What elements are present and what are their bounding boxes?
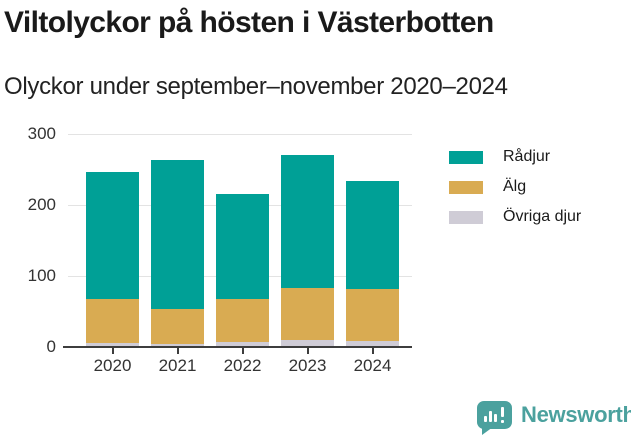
- legend-swatch-ovriga-djur: [449, 210, 483, 224]
- legend-item-alg: Älg: [449, 177, 581, 197]
- chart-title: Viltolyckor på hösten i Västerbotten: [4, 6, 494, 39]
- newsworthy-logo[interactable]: Newsworthy: [477, 401, 631, 435]
- bar-2023-segment-r-djur: [281, 155, 334, 289]
- brand-name: Newsworthy: [521, 402, 631, 427]
- legend-swatch-alg: [449, 180, 483, 194]
- bar-2021-segment--lg: [151, 308, 204, 345]
- y-tick-label-200: 200: [27, 195, 56, 214]
- x-tick-2020: [111, 348, 114, 354]
- x-tick-2022: [241, 348, 244, 354]
- x-tick-2023: [306, 348, 309, 354]
- legend-item-radjur: Rådjur: [449, 147, 581, 167]
- x-tick-2021: [176, 348, 179, 354]
- bar-2024: [346, 134, 399, 347]
- bar-2020: [86, 134, 139, 347]
- bar-2023: [281, 134, 334, 347]
- bar-2021-segment--vriga-djur: [151, 344, 204, 347]
- bar-chart-speech-bubble-icon: [477, 401, 512, 435]
- legend-item-ovriga-djur: Övriga djur: [449, 207, 581, 227]
- x-tick-label-2023: 2023: [288, 356, 327, 375]
- plot-area: [63, 134, 412, 347]
- x-tick-label-2022: 2022: [223, 356, 262, 375]
- bar-2023-segment--vriga-djur: [281, 339, 334, 347]
- bar-2022: [216, 134, 269, 347]
- legend-swatch-radjur: [449, 150, 483, 164]
- bar-2023-segment--lg: [281, 288, 334, 340]
- bar-2020-segment-r-djur: [86, 172, 139, 300]
- x-axis-line: [63, 346, 412, 348]
- bar-2020-segment--vriga-djur: [86, 343, 139, 347]
- x-tick-2024: [371, 348, 374, 354]
- bar-2022-segment--vriga-djur: [216, 342, 269, 347]
- y-tick-label-0: 0: [46, 337, 56, 356]
- x-tick-label-2024: 2024: [353, 356, 392, 375]
- bar-2021-segment-r-djur: [151, 159, 204, 309]
- y-tick-label-100: 100: [27, 266, 56, 285]
- x-tick-label-2020: 2020: [93, 356, 132, 375]
- bar-2024-segment--vriga-djur: [346, 341, 399, 347]
- bar-2022-segment--lg: [216, 299, 269, 343]
- bar-2020-segment--lg: [86, 299, 139, 344]
- bar-2024-segment--lg: [346, 288, 399, 342]
- x-tick-label-2021: 2021: [158, 356, 197, 375]
- legend: Rådjur Älg Övriga djur: [449, 147, 581, 237]
- bar-2022-segment-r-djur: [216, 194, 269, 300]
- chart-subtitle: Olyckor under september–november 2020–20…: [4, 73, 508, 100]
- bar-2021: [151, 134, 204, 347]
- legend-label-radjur: Rådjur: [503, 148, 551, 165]
- legend-label-ovriga-djur: Övriga djur: [503, 208, 582, 225]
- legend-label-alg: Älg: [503, 178, 527, 195]
- y-tick-label-300: 300: [27, 124, 56, 143]
- gridline-300: [68, 134, 412, 135]
- bar-2024-segment-r-djur: [346, 180, 399, 289]
